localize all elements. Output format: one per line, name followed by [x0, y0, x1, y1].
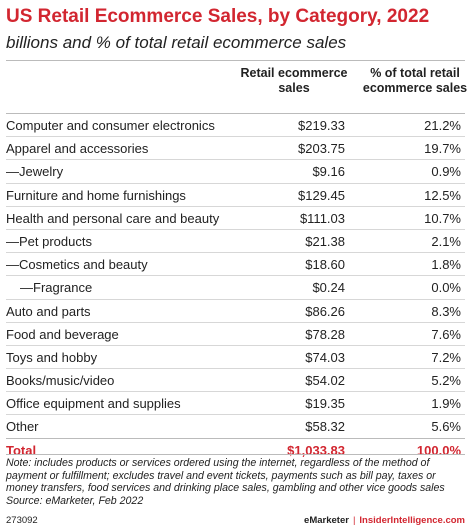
row-share-value: 21.2%	[424, 118, 461, 133]
row-label: Computer and consumer electronics	[6, 118, 215, 133]
table-body: Computer and consumer electronics $219.33…	[6, 113, 465, 461]
row-sales-value: $0.24	[312, 280, 345, 296]
footer: 273092 eMarketer | InsiderIntelligence.com	[6, 512, 465, 526]
footer-brand: eMarketer | InsiderIntelligence.com	[304, 515, 465, 526]
row-share-value: 5.2%	[431, 373, 461, 389]
row-label: Office equipment and supplies	[6, 396, 181, 412]
row-sales-value: $78.28	[305, 326, 345, 342]
row-label: —Pet products	[6, 233, 92, 249]
column-header-sales: Retail ecommerce sales	[240, 66, 348, 95]
row-share-value: 1.9%	[431, 396, 461, 412]
row-label: —Jewelry	[6, 164, 64, 180]
table-row: —Jewelry $9.16 0.9%	[6, 159, 465, 182]
row-sales-value: $111.03	[299, 210, 345, 226]
row-sales-value: $58.32	[305, 419, 345, 435]
table-row: Auto and parts $86.26 8.3%	[6, 298, 465, 322]
table-total-row: Total $1,033.83 100.0%	[6, 437, 465, 461]
brand-separator: |	[352, 515, 356, 526]
row-sales-value: $86.26	[305, 303, 345, 319]
table-row: Other $58.32 5.6%	[6, 414, 465, 437]
table-row: —Pet products $21.38 2.1%	[6, 228, 465, 252]
table-row: Furniture and home furnishings $129.45 12.…	[6, 182, 465, 206]
top-divider	[6, 60, 465, 61]
row-label: Books/music/video	[6, 373, 115, 389]
row-share-value: 7.2%	[431, 349, 461, 365]
chart-title: US Retail Ecommerce Sales, by Category, …	[6, 6, 430, 27]
row-label: —Cosmetics and beauty	[6, 257, 148, 273]
row-share-value: 8.3%	[431, 303, 461, 319]
row-share-value: 100.0%	[416, 442, 461, 458]
row-label: Toys and hobby	[6, 349, 98, 365]
source-text: Source: eMarketer, Feb 2022	[6, 494, 144, 507]
row-sales-value: $19.35	[305, 396, 345, 412]
note-block: Note: includes products or services orde…	[6, 457, 465, 507]
chart-id: 273092	[6, 515, 38, 526]
row-sales-value: $219.33	[298, 118, 345, 133]
row-share-value: 0.9%	[431, 164, 461, 180]
row-share-value: 1.8%	[431, 257, 461, 273]
row-sales-value: $18.60	[305, 257, 345, 273]
row-share-value: 5.6%	[431, 419, 461, 435]
row-label: Health and personal care and beauty	[6, 210, 220, 226]
table-row: —Cosmetics and beauty $18.60 1.8%	[6, 252, 465, 275]
row-label: Furniture and home furnishings	[6, 187, 186, 203]
row-share-value: 19.7%	[424, 141, 461, 157]
table-row: Apparel and accessories $203.75 19.7%	[6, 136, 465, 159]
row-share-value: 12.5%	[424, 187, 461, 203]
row-sales-value: $1,033.83	[287, 442, 345, 458]
row-label: Food and beverage	[6, 326, 119, 342]
brand-emarketer: eMarketer	[304, 515, 349, 526]
table-row: Health and personal care and beauty $111.…	[6, 205, 465, 229]
row-label: Other	[6, 419, 39, 435]
row-sales-value: $129.45	[298, 187, 345, 203]
row-share-value: 7.6%	[431, 326, 461, 342]
chart-subtitle: billions and % of total retail ecommerce…	[6, 33, 347, 52]
row-sales-value: $54.02	[305, 373, 345, 389]
table-row: Office equipment and supplies $19.35 1.9%	[6, 391, 465, 414]
column-header-share: % of total retail ecommerce sales	[362, 66, 468, 95]
row-share-value: 10.7%	[424, 210, 461, 226]
row-sales-value: $203.75	[298, 141, 345, 157]
row-sales-value: $74.03	[305, 349, 345, 365]
table-row: —Fragrance $0.24 0.0%	[6, 275, 465, 298]
table-row: Computer and consumer electronics $219.33…	[6, 113, 465, 136]
table-row: Books/music/video $54.02 5.2%	[6, 368, 465, 391]
note-text: Note: includes products or services orde…	[6, 457, 445, 495]
row-label: Total	[6, 442, 37, 458]
row-label: —Fragrance	[20, 280, 93, 296]
bottom-divider	[6, 454, 465, 455]
row-share-value: 0.0%	[431, 280, 461, 296]
table-row: Food and beverage $78.28 7.6%	[6, 321, 465, 345]
row-sales-value: $21.38	[305, 233, 345, 249]
row-sales-value: $9.16	[312, 164, 345, 180]
row-share-value: 2.1%	[431, 233, 461, 249]
brand-site: InsiderIntelligence.com	[359, 515, 465, 526]
row-label: Apparel and accessories	[6, 141, 149, 157]
row-label: Auto and parts	[6, 303, 91, 319]
table-row: Toys and hobby $74.03 7.2%	[6, 344, 465, 368]
